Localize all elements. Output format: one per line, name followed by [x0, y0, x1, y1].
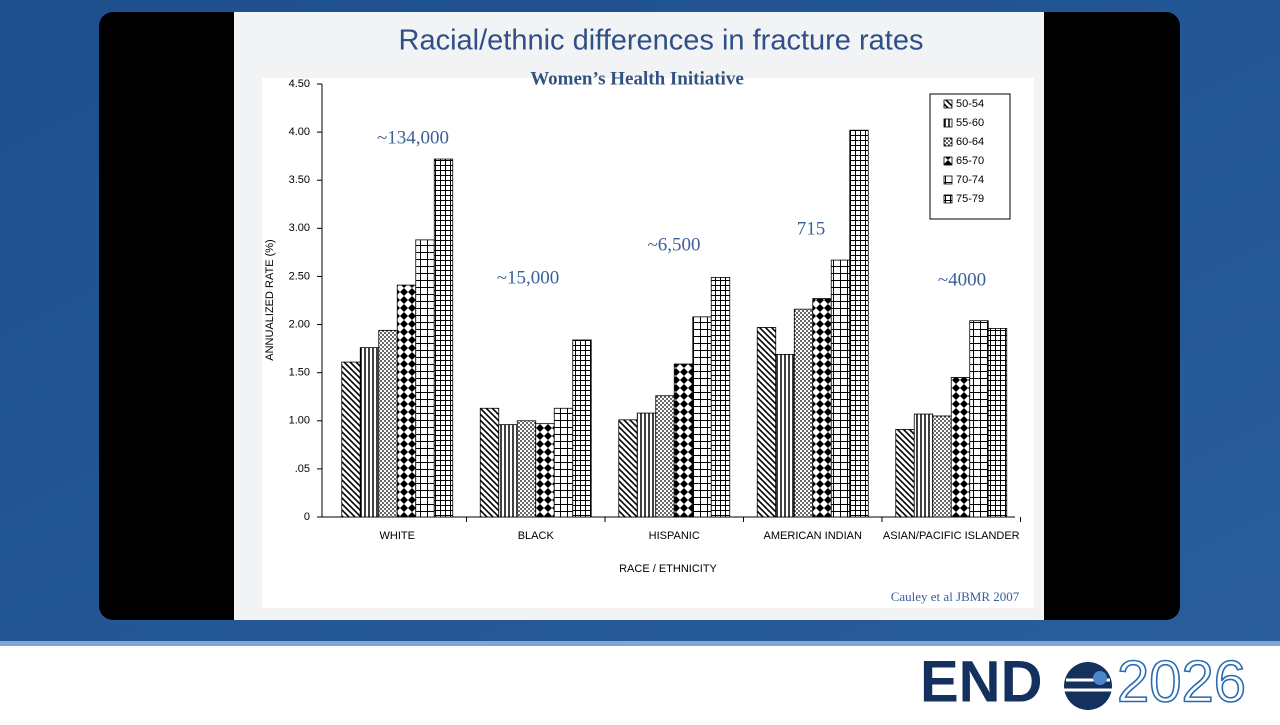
logo-globe	[1064, 662, 1112, 710]
bar	[830, 259, 851, 518]
chart-panel	[262, 78, 1034, 608]
legend-swatch	[943, 194, 953, 204]
y-tick-label: 2.50	[289, 270, 310, 282]
chart-title: Racial/ethnic differences in fracture ra…	[399, 25, 924, 57]
logo-year: 2026	[1117, 649, 1246, 714]
bar	[710, 277, 731, 518]
x-tick-label: ASIAN/PACIFIC ISLANDER	[883, 530, 1020, 542]
bar	[756, 327, 777, 518]
x-tick-label: HISPANIC	[649, 530, 700, 542]
bar	[969, 320, 989, 518]
y-axis-label: ANNUALIZED RATE (%)	[264, 239, 276, 360]
legend-swatch	[943, 99, 953, 109]
bar	[433, 158, 454, 518]
legend-label: 65-70	[956, 155, 984, 167]
bar	[913, 413, 934, 518]
y-tick-label: 4.50	[289, 78, 310, 90]
y-tick-label: .05	[295, 463, 310, 475]
y-tick-label: 3.00	[289, 222, 310, 234]
bar	[932, 415, 952, 518]
plot: 0 .05 1.00 1.50 2.00 2.50 3.00 3.50 4.00 4.50 WHIT…	[289, 78, 1021, 542]
bar	[479, 407, 500, 518]
bar	[655, 395, 675, 518]
bar	[359, 347, 380, 518]
bar	[572, 339, 592, 518]
annotation: ~6,500	[647, 234, 700, 255]
legend-label: 50-54	[956, 98, 984, 110]
y-tick-label: 0	[304, 511, 310, 523]
y-tick-label: 1.00	[289, 415, 310, 427]
annotation: ~134,000	[377, 127, 449, 148]
bar	[895, 429, 915, 518]
bar	[636, 412, 657, 518]
legend-swatch	[943, 118, 953, 128]
x-tick-label: WHITE	[380, 530, 415, 542]
x-tick-label: AMERICAN INDIAN	[764, 530, 862, 542]
bar	[812, 298, 832, 518]
legend-label: 60-64	[956, 136, 984, 148]
chart-subtitle: Women’s Health Initiative	[530, 68, 744, 89]
legend-swatch	[943, 137, 953, 147]
legend-label: 75-79	[956, 193, 984, 205]
annotation: 715	[797, 218, 826, 239]
bar	[849, 129, 869, 518]
y-tick-label: 2.00	[289, 318, 310, 330]
legend-box	[929, 93, 1011, 220]
bar	[553, 407, 574, 518]
y-tick-label: 4.00	[289, 126, 310, 138]
bar	[673, 363, 694, 518]
bar	[498, 424, 518, 518]
legend-swatch	[943, 175, 953, 185]
bar	[775, 353, 795, 518]
source: Cauley et al JBMR 2007	[891, 589, 1020, 604]
legend-label: 55-60	[956, 117, 984, 129]
bar	[950, 377, 971, 518]
y-tick-label: 1.50	[289, 367, 310, 379]
x-axis-label: RACE / ETHNICITY	[619, 563, 717, 575]
annotation: ~4000	[938, 269, 986, 290]
bar	[793, 308, 814, 518]
bar	[987, 328, 1008, 518]
bar	[415, 239, 435, 518]
bar	[516, 420, 537, 518]
logo-text: END	[920, 649, 1042, 714]
bar	[396, 284, 417, 518]
bar	[618, 419, 638, 518]
legend-swatch	[943, 156, 953, 166]
bar	[341, 361, 361, 518]
bar	[378, 329, 398, 518]
bar	[692, 316, 712, 518]
legend-label: 70-74	[956, 174, 984, 186]
divider	[0, 641, 1280, 646]
annotation: ~15,000	[497, 267, 560, 288]
x-tick-label: BLACK	[518, 530, 555, 542]
y-tick-label: 3.50	[289, 174, 310, 186]
bar	[535, 423, 555, 518]
